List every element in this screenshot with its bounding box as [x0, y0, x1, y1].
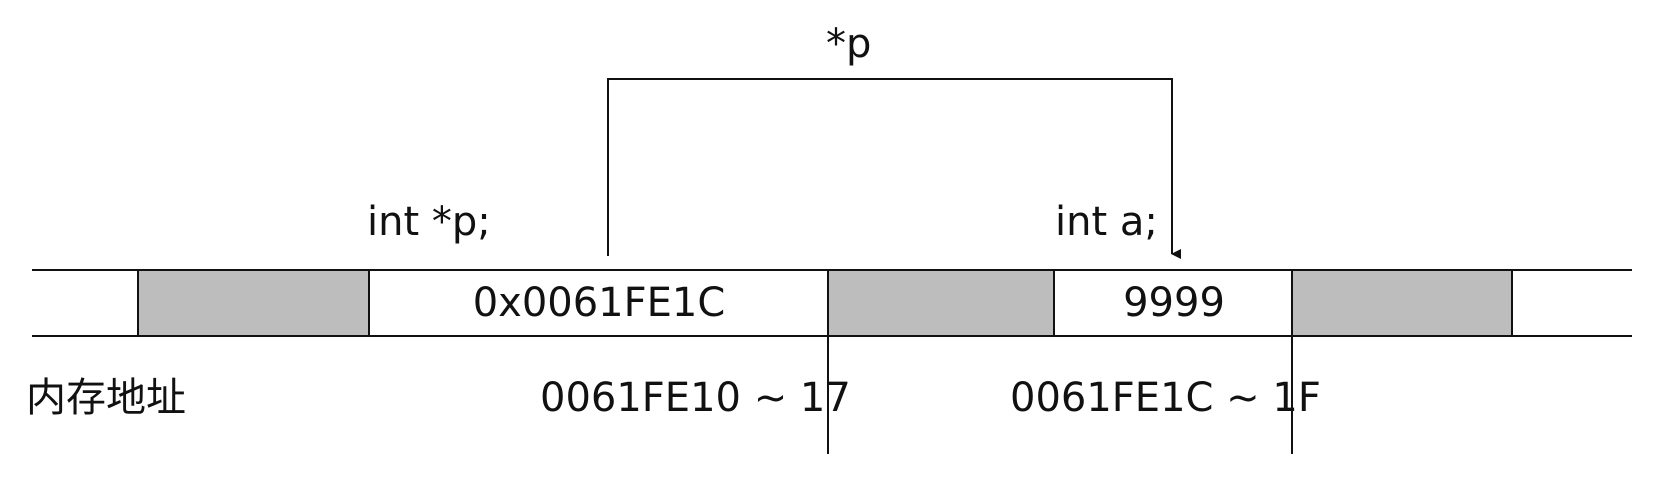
pointer-bracket-arrow — [607, 78, 1181, 259]
memory-cell-filler-1 — [138, 270, 369, 336]
memory-cell-filler-2 — [828, 270, 1054, 336]
address-row-title: 内存地址 — [26, 375, 186, 421]
memory-cell-filler-3 — [1292, 270, 1512, 336]
variable-cell-value: 9999 — [1123, 280, 1225, 326]
variable-address-range: 0061FE1C ~ 1F — [1010, 375, 1321, 421]
pointer-address-range: 0061FE10 ~ 17 — [540, 375, 851, 421]
pointer-cell-value: 0x0061FE1C — [472, 280, 726, 326]
variable-declaration-label: int a; — [1055, 199, 1158, 245]
pointer-deref-label: *p — [826, 21, 872, 67]
pointer-declaration-label: int *p; — [367, 199, 491, 245]
